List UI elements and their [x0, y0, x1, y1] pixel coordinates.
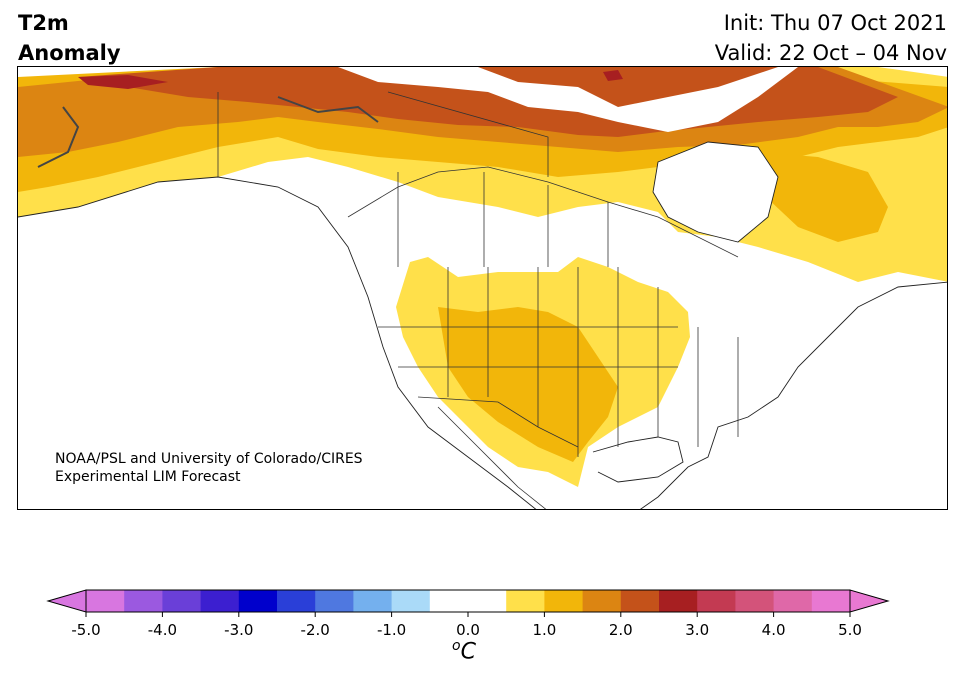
colorbar-cell	[238, 590, 278, 612]
colorbar-cell	[86, 590, 125, 612]
anomaly-region-red-2	[603, 70, 623, 81]
colorbar-tick-label: 5.0	[838, 621, 862, 639]
title-variable: T2m	[18, 11, 69, 35]
colorbar-tick-label: -1.0	[377, 621, 406, 639]
colorbar-cell	[162, 590, 202, 612]
atlantic-ocean	[640, 282, 947, 509]
colorbar-tick-label: -5.0	[71, 621, 100, 639]
colorbar-cell	[735, 590, 775, 612]
colorbar-over-triangle	[849, 589, 890, 613]
colorbar-tick-label: 3.0	[685, 621, 709, 639]
coastlines	[18, 96, 947, 509]
map-canvas	[18, 67, 947, 509]
colorbar-cell	[620, 590, 660, 612]
anomaly-map	[17, 66, 948, 510]
colorbar-cell	[659, 590, 698, 612]
colorbar-tick-label: 2.0	[609, 621, 633, 639]
colorbar-cells	[46, 589, 890, 613]
title-anomaly: Anomaly	[18, 41, 121, 65]
colorbar-cell	[277, 590, 316, 612]
colorbar-ticks: -5.0 -4.0 -3.0 -2.0 -1.0 0.0 1.0 2.0 3.0 4.0 5.0	[71, 612, 862, 639]
colorbar-cell	[582, 590, 622, 612]
unit-letter: C	[460, 639, 476, 665]
colorbar-tick-label: -4.0	[148, 621, 177, 639]
colorbar-cell	[506, 590, 545, 612]
hudson-bay	[653, 142, 778, 242]
forecast-dates: Init: Thu 07 Oct 2021 Valid: 22 Oct – 04…	[715, 8, 947, 68]
anomaly-region-orange-yellow-east	[758, 152, 888, 242]
pacific-ocean	[18, 177, 536, 509]
gulf-of-mexico	[593, 437, 683, 482]
colorbar-cell	[124, 590, 163, 612]
colorbar-cell	[811, 590, 851, 612]
credit-line-2: Experimental LIM Forecast	[55, 469, 241, 485]
colorbar-tick-label: 1.0	[532, 621, 556, 639]
credit-line-1: NOAA/PSL and University of Colorado/CIRE…	[55, 451, 363, 467]
colorbar-cell	[544, 590, 584, 612]
unit-degree: o	[452, 638, 461, 654]
colorbar-cell	[773, 590, 813, 612]
colorbar-tick-label: 4.0	[762, 621, 786, 639]
colorbar: -5.0 -4.0 -3.0 -2.0 -1.0 0.0 1.0 2.0 3.0 4.0 5.0	[46, 589, 890, 639]
credit-text: NOAA/PSL and University of Colorado/CIRE…	[55, 450, 363, 486]
colorbar-cell	[353, 590, 393, 612]
colorbar-under-triangle	[46, 589, 87, 613]
colorbar-cell	[315, 590, 354, 612]
colorbar-cell	[697, 590, 736, 612]
colorbar-tick-label: -3.0	[224, 621, 253, 639]
colorbar-tick-label: -2.0	[301, 621, 330, 639]
valid-range: Valid: 22 Oct – 04 Nov	[714, 41, 947, 65]
arctic-gap	[338, 67, 798, 132]
anomaly-region-red	[78, 75, 168, 89]
colorbar-cell	[391, 590, 431, 612]
map-title: T2m Anomaly	[18, 8, 121, 68]
political-boundaries	[217, 91, 739, 509]
colorbar-cell	[200, 590, 240, 612]
colorbar-unit: oC	[452, 638, 476, 664]
init-date: Init: Thu 07 Oct 2021	[723, 11, 947, 35]
anomaly-region-orange-yellow-south	[438, 307, 618, 462]
colorbar-cell	[468, 590, 507, 612]
colorbar-cell	[429, 590, 469, 612]
colorbar-tick-label: 0.0	[456, 621, 480, 639]
